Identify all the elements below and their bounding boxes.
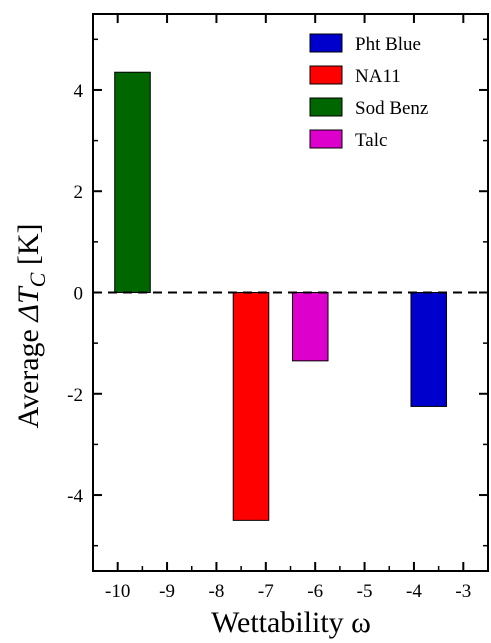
y-axis-title-delta: ΔT	[12, 285, 45, 323]
legend-label: Talc	[355, 130, 387, 151]
legend-swatch	[309, 65, 343, 85]
x-tick-label: -8	[209, 581, 225, 602]
y-tick-label: -4	[67, 486, 83, 507]
ticks-layer: -10 -9 -8 -7 -6 -5 -4 -3 4 2 0 -2 -4	[67, 14, 488, 602]
legend-swatch	[309, 97, 343, 117]
legend-label: Sod Benz	[355, 98, 428, 119]
y-tick-label: 4	[74, 81, 84, 102]
legend: Pht Blue NA11 Sod Benz Talc	[309, 33, 428, 151]
y-axis-title-unit: [K]	[12, 223, 45, 272]
x-tick-label: -4	[406, 581, 422, 602]
bar-na11	[232, 292, 270, 521]
x-tick-label: -7	[258, 581, 274, 602]
bar-sod-benz	[114, 71, 151, 294]
x-tick-label: -9	[159, 581, 175, 602]
y-axis-title: Average ΔTC [K]	[12, 223, 50, 428]
x-tick-label: -5	[357, 581, 373, 602]
bars-layer	[114, 71, 448, 521]
y-tick-label: 2	[74, 182, 84, 203]
bar-pht-blue	[410, 292, 448, 407]
y-tick-label: 0	[74, 284, 84, 305]
x-axis-title: Wettability ω	[211, 606, 371, 639]
y-axis-title-subscript: C	[25, 272, 50, 287]
y-axis-title-prefix: Average	[12, 322, 45, 429]
legend-swatch	[309, 33, 343, 53]
legend-label: Pht Blue	[355, 34, 421, 55]
x-tick-label: -6	[307, 581, 323, 602]
legend-swatch	[309, 129, 343, 149]
x-tick-label: -10	[105, 581, 130, 602]
y-tick-label: -2	[67, 385, 83, 406]
x-tick-label: -3	[455, 581, 471, 602]
bar-talc	[291, 292, 329, 362]
legend-label: NA11	[355, 66, 401, 87]
